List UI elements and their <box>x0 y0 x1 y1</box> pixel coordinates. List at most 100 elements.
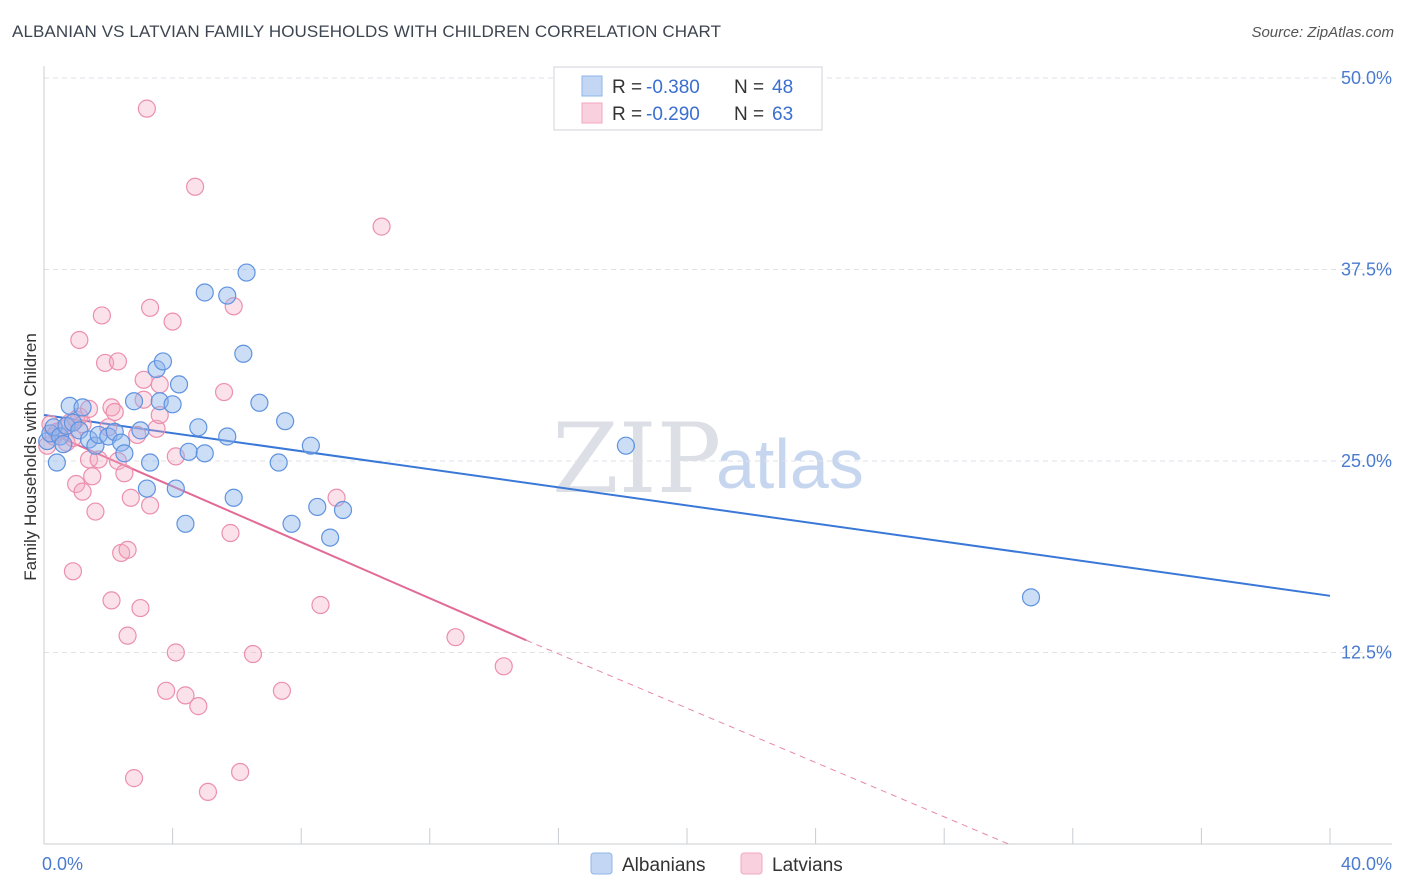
point-latvians <box>86 502 105 521</box>
legend-n-label-albanians: N = <box>734 77 764 98</box>
axes <box>43 66 1392 845</box>
point-albanians <box>250 393 269 412</box>
watermark-atlas: atlas <box>716 425 864 503</box>
point-latvians <box>221 523 240 543</box>
watermark-zip: ZIP <box>552 403 721 515</box>
point-latvians <box>311 595 330 615</box>
legend-r-value-albanians: -0.380 <box>646 77 700 98</box>
point-albanians <box>237 263 256 282</box>
trend-extension-latvians <box>526 639 1009 845</box>
point-albanians <box>234 344 253 363</box>
point-latvians <box>118 626 137 645</box>
point-latvians <box>150 375 169 394</box>
legend-n-value-albanians: 48 <box>772 77 793 98</box>
point-albanians <box>137 479 156 498</box>
point-albanians <box>195 444 214 463</box>
point-albanians <box>124 392 144 411</box>
point-latvians <box>99 418 118 437</box>
gridlines <box>44 77 1392 653</box>
tick-labels: 12.5% 25.0% 37.5% 50.0% 0.0% 40.0% <box>42 68 1392 874</box>
point-latvians <box>189 697 208 716</box>
point-latvians <box>140 496 160 515</box>
point-latvians <box>272 681 292 700</box>
point-albanians <box>131 421 150 440</box>
point-latvians <box>70 330 89 350</box>
point-albanians <box>105 422 124 441</box>
chart-title: ALBANIAN VS LATVIAN FAMILY HOUSEHOLDS WI… <box>12 22 722 41</box>
point-latvians <box>198 782 218 802</box>
legend-r-value-latvians: -0.290 <box>646 104 700 125</box>
point-albanians <box>86 436 105 455</box>
point-latvians <box>79 399 99 419</box>
point-albanians <box>276 412 295 431</box>
point-albanians <box>282 514 301 533</box>
point-albanians <box>112 433 131 452</box>
point-latvians <box>105 402 124 422</box>
point-albanians <box>140 453 160 472</box>
point-latvians <box>63 562 83 581</box>
x-tick-label: 40.0% <box>1341 854 1392 874</box>
point-albanians <box>70 421 89 440</box>
point-albanians <box>301 436 320 455</box>
point-latvians <box>446 628 465 647</box>
point-albanians <box>54 435 73 454</box>
point-latvians <box>108 352 128 371</box>
point-albanians <box>218 427 237 446</box>
point-albanians <box>224 488 243 507</box>
point-latvians <box>140 298 160 317</box>
legend-swatch-latvians <box>581 102 603 124</box>
point-albanians <box>115 444 134 463</box>
point-latvians <box>83 467 102 486</box>
legend-swatch-albanians <box>581 75 603 97</box>
watermark: ZIP atlas <box>552 403 864 515</box>
point-albanians <box>163 395 182 414</box>
point-latvians <box>157 681 176 700</box>
series-label-latvians: Latvians <box>772 855 843 876</box>
point-albanians <box>166 479 185 498</box>
point-latvians <box>131 598 150 618</box>
point-albanians <box>169 375 189 394</box>
correlation-legend: R = -0.380 N = 48 R = -0.290 N = 63 <box>553 66 823 131</box>
point-latvians <box>115 464 134 483</box>
y-tick-label: 12.5% <box>1341 643 1392 663</box>
point-albanians <box>179 442 198 461</box>
point-albanians <box>218 286 237 305</box>
series-swatch-latvians <box>740 852 763 875</box>
point-albanians <box>73 398 92 417</box>
series-swatch-albanians <box>590 852 613 875</box>
point-latvians <box>147 419 166 438</box>
point-latvians <box>243 644 263 664</box>
y-tick-label: 50.0% <box>1341 68 1392 88</box>
point-latvians <box>166 643 185 662</box>
point-latvians <box>372 217 391 236</box>
x-tick-label: 0.0% <box>42 854 83 874</box>
point-latvians <box>150 405 169 425</box>
point-latvians <box>121 488 140 507</box>
legend-r-label-latvians: R = <box>612 104 642 125</box>
point-albanians <box>189 418 208 437</box>
point-albanians <box>1021 588 1041 607</box>
point-latvians <box>137 99 156 118</box>
point-albanians <box>308 497 327 517</box>
series-label-albanians: Albanians <box>622 855 705 876</box>
point-latvians <box>102 591 121 610</box>
point-latvians <box>231 762 250 782</box>
point-latvians <box>118 540 137 559</box>
point-albanians <box>321 528 340 547</box>
point-latvians <box>92 306 111 325</box>
point-albanians <box>269 453 288 472</box>
point-latvians <box>124 769 144 788</box>
point-albanians <box>195 283 214 302</box>
y-tick-label: 25.0% <box>1341 451 1392 471</box>
point-albanians <box>333 500 353 520</box>
point-latvians <box>89 450 108 469</box>
point-latvians <box>214 382 234 402</box>
y-axis-label: Family Households with Children <box>21 333 40 581</box>
y-tick-label: 37.5% <box>1341 260 1392 280</box>
point-albanians <box>153 352 173 371</box>
point-latvians <box>186 177 205 196</box>
point-albanians <box>616 436 636 455</box>
point-latvians <box>224 297 243 316</box>
point-latvians <box>73 482 92 501</box>
